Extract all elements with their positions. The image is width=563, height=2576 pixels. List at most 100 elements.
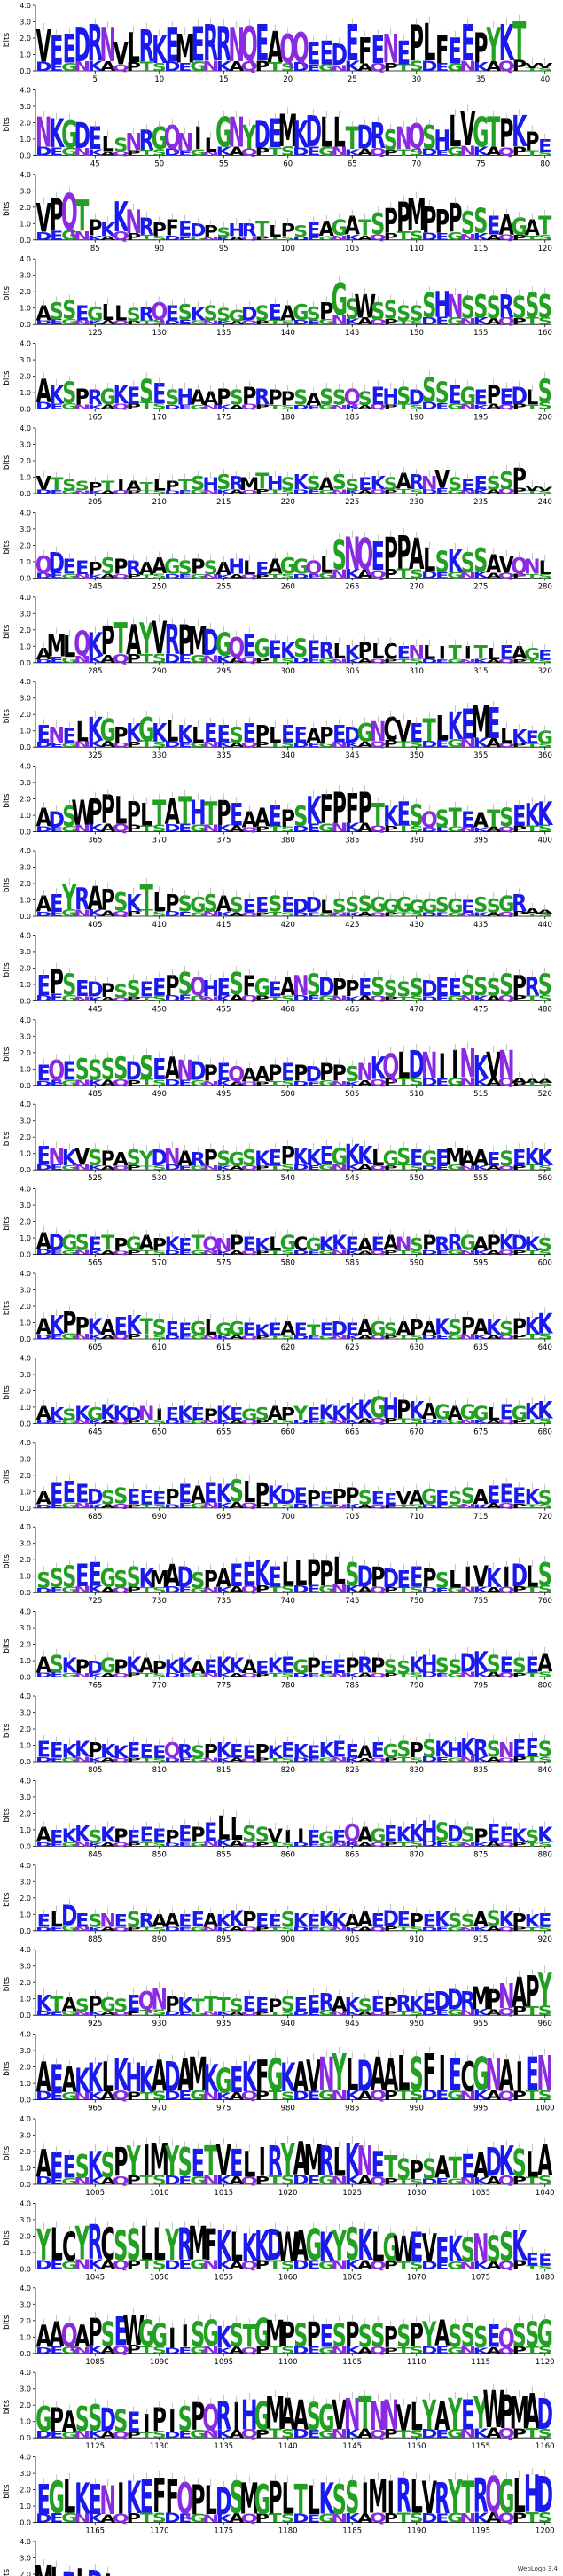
x-tick-label: 130 [152, 329, 167, 338]
logo-letter: D [254, 113, 270, 157]
x-tick-label: 75 [476, 160, 486, 168]
x-tick-label: 425 [345, 921, 359, 930]
y-tick-label: 0.0 [20, 2434, 31, 2442]
logo-letter: F [166, 214, 179, 241]
logo-letter-minor: A [229, 404, 245, 411]
x-tick-label: 755 [473, 1597, 488, 1606]
x-tick-label: 815 [216, 1766, 231, 1775]
logo-row: bits0.01.02.03.04.0DNEKGGNDKE45ALQSPNTRS… [3, 86, 552, 168]
x-tick-label: 25 [348, 75, 357, 84]
logo-letter: S [204, 557, 218, 579]
logo-letter-minor: A [357, 489, 373, 494]
logo-letter: E [461, 700, 474, 749]
logo-letter-minor: A [357, 404, 373, 410]
x-tick-label: 785 [345, 1682, 359, 1691]
y-tick-label: 4.0 [20, 2031, 31, 2039]
x-tick-label: 280 [538, 582, 552, 591]
y-tick-label: 0.0 [20, 2265, 31, 2273]
logo-letter-minor: D [293, 319, 309, 326]
x-tick-label: 510 [410, 1090, 424, 1099]
x-tick-label: 485 [88, 1090, 102, 1099]
y-tick-label: 4.0 [20, 1693, 31, 1700]
y-tick-label: 4.0 [20, 1016, 31, 1024]
logo-letter: T [474, 642, 488, 664]
logo-letter: E [449, 381, 462, 411]
x-tick-label: 825 [345, 1766, 359, 1775]
logo-letter-minor: G [61, 146, 77, 159]
logo-letter-minor: P [255, 235, 270, 242]
logo-letter: A [345, 212, 360, 242]
logo-letter: Q [61, 185, 78, 242]
y-axis-label: bits [3, 1047, 12, 1062]
logo-letter-minor: D [421, 401, 438, 411]
x-tick-label: 895 [216, 1935, 231, 1944]
x-tick-label: 170 [152, 414, 167, 423]
logo-letter-minor: G [318, 489, 334, 494]
logo-letter: L [128, 24, 140, 73]
x-tick-label: 410 [152, 921, 167, 930]
logo-letter-minor: K [473, 145, 489, 159]
x-tick-label: 570 [152, 1259, 167, 1268]
y-tick-label: 2.0 [20, 2317, 31, 2325]
logo-letter-minor: S [410, 404, 424, 411]
logo-letter: N [48, 722, 65, 749]
logo-letter-minor: E [307, 235, 320, 241]
logo-letter: A [36, 373, 52, 410]
logo-letter-minor: E [307, 742, 320, 749]
logo-letter-minor: N [202, 236, 219, 241]
logo-letter: A [126, 616, 141, 665]
logo-letter-minor: K [88, 234, 105, 241]
x-tick-label: 480 [538, 1005, 552, 1014]
logo-letter: L [488, 645, 501, 664]
logo-letter-minor: S [152, 401, 167, 410]
logo-letter: T [255, 218, 270, 241]
logo-letter-minor: D [421, 570, 438, 580]
logo-letter: A [280, 302, 296, 325]
logo-letter-minor: K [473, 232, 490, 243]
logo-letter-minor: G [190, 148, 206, 158]
logo-letter: N [35, 108, 52, 157]
logo-letter: N [447, 289, 464, 326]
logo-letter: H [434, 284, 450, 326]
logo-letter: A [319, 218, 335, 241]
logo-letter: E [204, 719, 217, 749]
logo-letter: E [269, 112, 282, 158]
x-tick-label: 365 [88, 837, 102, 845]
logo-letter: L [102, 133, 114, 156]
x-tick-label: 1000 [536, 2105, 555, 2113]
logo-row: bits0.01.02.03.04.0DSESGSNEKE725AGQSPSTK… [3, 1523, 552, 1606]
x-tick-label: 915 [473, 1935, 488, 1944]
logo-letter-minor: T [397, 319, 411, 326]
logo-letter: K [88, 626, 104, 664]
x-tick-label: 1015 [214, 2189, 233, 2198]
logo-letter-minor: K [473, 658, 490, 664]
logo-letter-minor: E [50, 145, 63, 159]
y-tick-label: 0.0 [20, 67, 31, 75]
x-tick-label: 795 [473, 1682, 488, 1691]
logo-letter: E [371, 534, 385, 580]
x-tick-label: 855 [216, 1850, 231, 1859]
logo-letter: E [500, 384, 513, 410]
x-tick-label: 830 [410, 1766, 424, 1775]
x-tick-label: 780 [281, 1682, 295, 1691]
logo-letter: K [126, 719, 142, 749]
logo-letter: Q [228, 633, 245, 664]
logo-letter: S [165, 386, 179, 409]
x-tick-label: 1035 [471, 2189, 490, 2198]
logo-letter: S [473, 202, 488, 241]
logo-letter: E [332, 720, 346, 748]
logo-letter-minor: N [202, 489, 219, 494]
y-tick-label: 3.0 [20, 610, 31, 618]
logo-letter: S [371, 207, 385, 242]
x-tick-label: 435 [473, 921, 488, 930]
logo-letter-minor: G [61, 742, 77, 749]
x-tick-label: 990 [410, 2105, 424, 2113]
logo-letter: R [229, 473, 244, 494]
y-axis-label: bits [3, 624, 12, 639]
logo-letter-minor: P [512, 486, 527, 495]
logo-letter-minor: G [190, 489, 206, 495]
x-tick-label: 700 [281, 1513, 295, 1521]
logo-letter: P [191, 556, 205, 579]
